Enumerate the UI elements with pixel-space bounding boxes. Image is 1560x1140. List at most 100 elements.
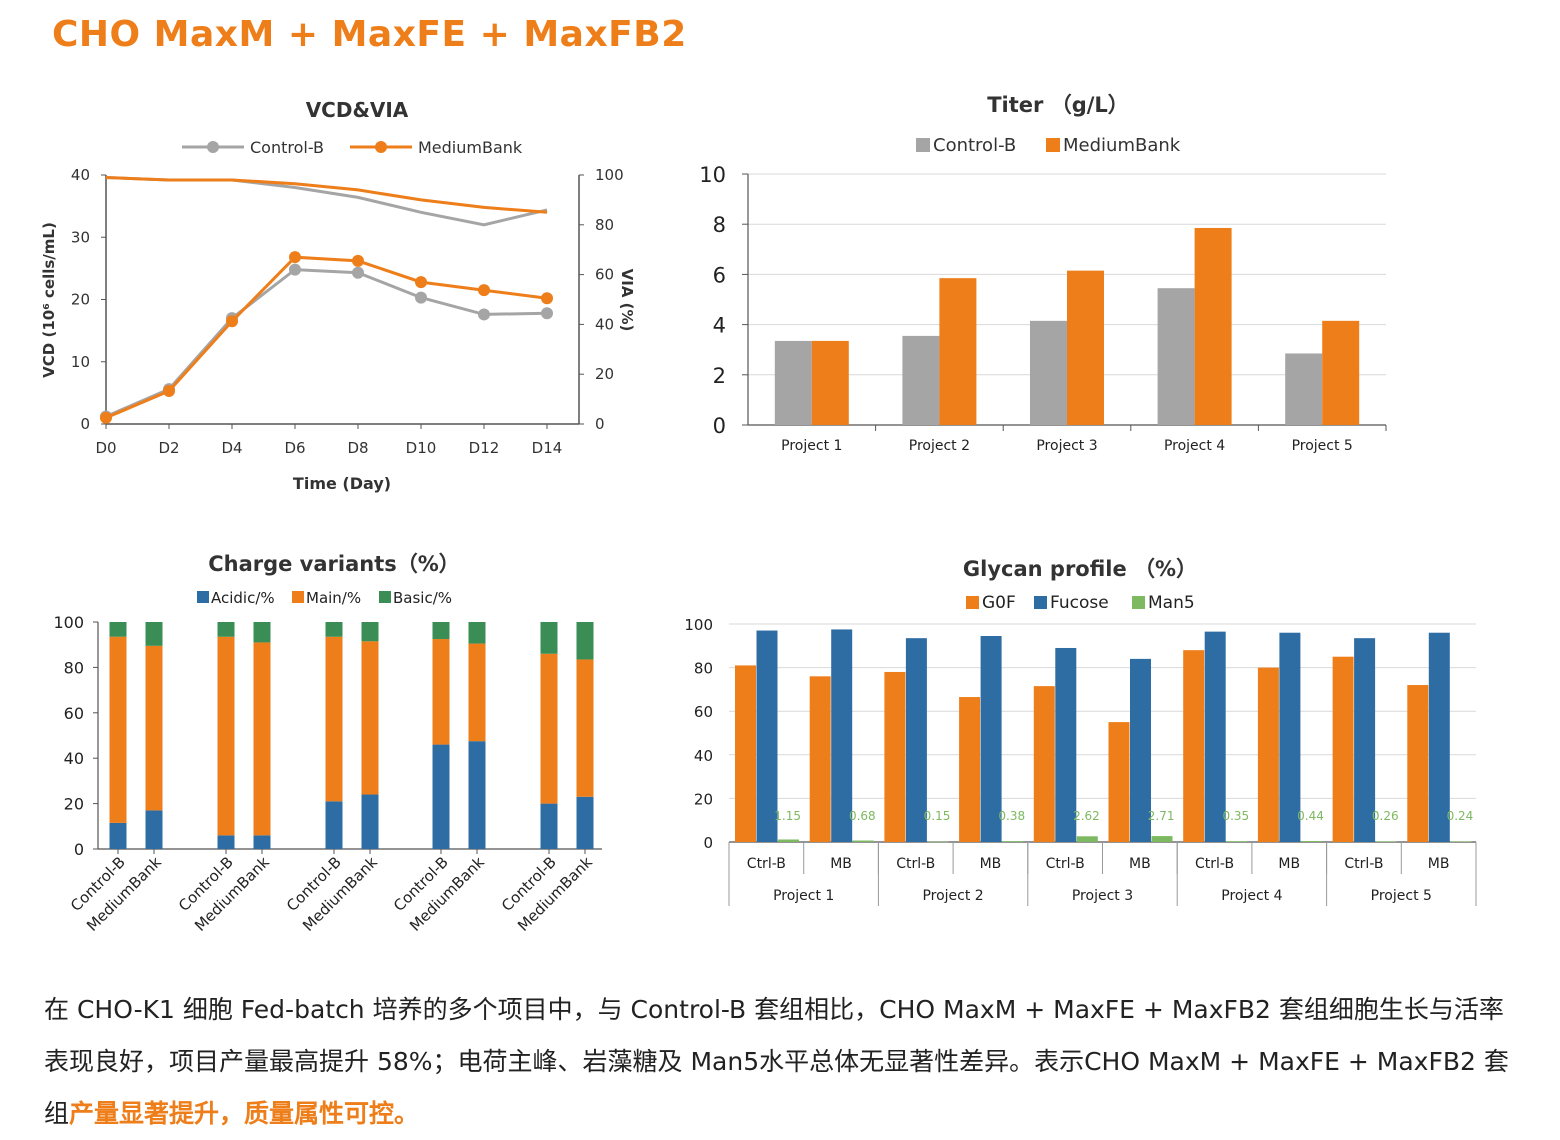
x-tick-label: Project 4	[1164, 438, 1225, 454]
y-tick-label: 20	[71, 291, 90, 309]
data-label: 0.15	[924, 809, 951, 823]
y-tick-label: 60	[64, 704, 84, 723]
legend-label: Fucose	[1050, 593, 1109, 613]
y-tick-label: 2	[713, 364, 726, 388]
legend-label: Main/%	[306, 589, 361, 607]
bar	[852, 840, 874, 842]
caption-highlight: 产量显著提升，质量属性可控。	[69, 1099, 420, 1128]
y-tick-label: 60	[694, 703, 713, 721]
legend-label: Basic/%	[393, 589, 452, 607]
legend-label: G0F	[982, 593, 1016, 613]
bar	[774, 340, 812, 425]
bar-segment	[217, 835, 235, 849]
y-tick-label: 0	[713, 414, 726, 438]
legend-swatch	[966, 596, 979, 609]
x-tick-label: D0	[95, 439, 116, 457]
bar-segment	[576, 796, 594, 849]
bar	[1322, 320, 1360, 425]
bar	[1300, 841, 1322, 842]
bar	[1157, 288, 1195, 425]
x-tick-label: D6	[284, 439, 305, 457]
legend-marker	[207, 141, 219, 153]
y-tick-label: 20	[694, 790, 713, 808]
bar	[1076, 836, 1098, 842]
bar	[809, 676, 831, 842]
data-point	[415, 276, 427, 289]
bar-segment	[468, 741, 486, 849]
y2-tick-label: 20	[595, 365, 614, 383]
bar	[1354, 638, 1376, 842]
bar	[1183, 650, 1205, 842]
bar-segment	[253, 622, 271, 643]
data-point	[478, 308, 490, 321]
bar	[939, 278, 977, 425]
data-point	[541, 292, 553, 305]
bar-segment	[145, 622, 163, 646]
bar	[1033, 686, 1055, 842]
bar-segment	[576, 659, 594, 797]
data-point	[541, 307, 553, 320]
bar	[1002, 841, 1024, 842]
bar	[1067, 270, 1104, 425]
bar	[1130, 658, 1151, 842]
y2-tick-label: 0	[595, 415, 605, 433]
chart-title: Glycan profile （%）	[963, 557, 1197, 581]
bar-segment	[432, 744, 450, 849]
data-label: 0.26	[1372, 809, 1399, 823]
bar-segment	[325, 801, 343, 849]
data-point	[100, 411, 112, 424]
bar-segment	[540, 653, 558, 804]
data-point	[163, 385, 175, 398]
bar-segment	[109, 822, 127, 849]
bar-segment	[253, 642, 271, 836]
y-tick-label: 0	[74, 840, 84, 859]
data-point	[352, 266, 364, 279]
page-title: CHO MaxM + MaxFE + MaxFB2	[52, 14, 687, 55]
bar	[735, 665, 756, 842]
y-tick-label: 0	[80, 415, 90, 433]
bar	[1407, 685, 1429, 842]
y-axis-label: VCD (10⁶ cells/mL)	[40, 222, 58, 378]
y2-tick-label: 80	[595, 216, 614, 234]
bar-segment	[468, 643, 486, 742]
y-tick-label: 40	[694, 747, 713, 765]
x-tick-label: Ctrl-B	[747, 856, 786, 872]
caption-text: 在 CHO-K1 细胞 Fed-batch 培养的多个项目中，与 Control…	[44, 984, 1524, 1140]
y-tick-label: 100	[53, 613, 84, 632]
x-tick-label: D8	[347, 439, 368, 457]
group-label: Project 1	[773, 888, 834, 904]
y2-tick-label: 60	[595, 266, 614, 284]
bar	[1030, 320, 1067, 425]
y-tick-label: 6	[713, 263, 726, 287]
data-point	[478, 284, 490, 297]
bar-segment	[361, 622, 379, 642]
x-tick-label: Project 3	[1036, 438, 1097, 454]
bar	[902, 335, 940, 425]
legend-marker	[375, 141, 387, 153]
data-label: 0.38	[998, 809, 1025, 823]
legend-label: Man5	[1148, 593, 1195, 613]
bar-segment	[217, 636, 235, 836]
chart-title: Titer （g/L）	[987, 93, 1129, 117]
bar-segment	[145, 645, 163, 811]
x-tick-label: Ctrl-B	[1046, 856, 1085, 872]
y-tick-label: 10	[71, 353, 90, 371]
y2-tick-label: 40	[595, 315, 614, 333]
y-tick-label: 80	[694, 660, 713, 678]
data-point	[415, 291, 427, 304]
group-label: Project 2	[922, 888, 983, 904]
legend-swatch	[197, 591, 209, 603]
data-label: 0.35	[1222, 809, 1249, 823]
bar	[1332, 656, 1354, 842]
charge-variants-chart: Charge variants（%） Acidic/% Main/% Basic/% 0…	[53, 552, 602, 935]
group-label: Project 5	[1371, 888, 1432, 904]
data-label: 2.62	[1073, 809, 1100, 823]
bar-segment	[325, 636, 343, 802]
legend-swatch	[1132, 596, 1145, 609]
caption-body: 在 CHO-K1 细胞 Fed-batch 培养的多个项目中，与 Control…	[44, 995, 1509, 1128]
data-label: 2.71	[1148, 809, 1175, 823]
bar-segment	[576, 622, 594, 660]
y-tick-label: 40	[64, 749, 84, 768]
x-tick-label: Ctrl-B	[896, 856, 935, 872]
legend-label: MediumBank	[418, 138, 523, 157]
